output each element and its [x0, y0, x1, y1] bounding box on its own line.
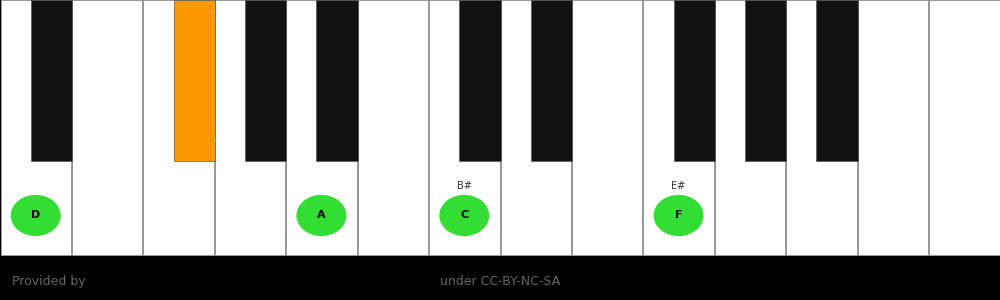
Bar	[286, 0, 357, 255]
Bar	[786, 0, 857, 255]
Bar	[31, 0, 72, 161]
Text: D: D	[31, 211, 40, 220]
Bar	[215, 0, 285, 255]
Bar	[745, 0, 786, 161]
Bar	[501, 0, 571, 255]
Ellipse shape	[297, 196, 346, 236]
Text: C: C	[460, 211, 468, 220]
Text: Gb: Gb	[215, 137, 229, 147]
Ellipse shape	[440, 196, 489, 236]
Bar	[929, 0, 1000, 255]
Bar	[143, 0, 214, 255]
Bar	[643, 0, 714, 255]
Text: A: A	[317, 211, 326, 220]
Bar	[858, 0, 928, 255]
Text: B#: B#	[457, 181, 472, 190]
Bar	[316, 0, 358, 161]
Bar	[459, 0, 501, 161]
Text: under CC-BY-NC-SA: under CC-BY-NC-SA	[440, 274, 560, 288]
Bar	[174, 0, 215, 161]
Bar	[816, 0, 858, 161]
Bar	[245, 0, 286, 161]
Bar	[674, 0, 715, 161]
Bar	[72, 0, 142, 255]
Bar	[572, 0, 642, 255]
Ellipse shape	[176, 112, 213, 151]
Text: F#: F#	[215, 116, 229, 126]
Text: E#: E#	[671, 181, 686, 190]
Bar	[531, 0, 572, 161]
Bar	[0, 0, 71, 255]
Text: F: F	[675, 211, 682, 220]
Ellipse shape	[654, 196, 703, 236]
Bar	[358, 0, 428, 255]
Text: Provided by: Provided by	[12, 274, 86, 288]
Bar	[715, 0, 785, 255]
Ellipse shape	[11, 196, 60, 236]
Bar	[429, 0, 500, 255]
